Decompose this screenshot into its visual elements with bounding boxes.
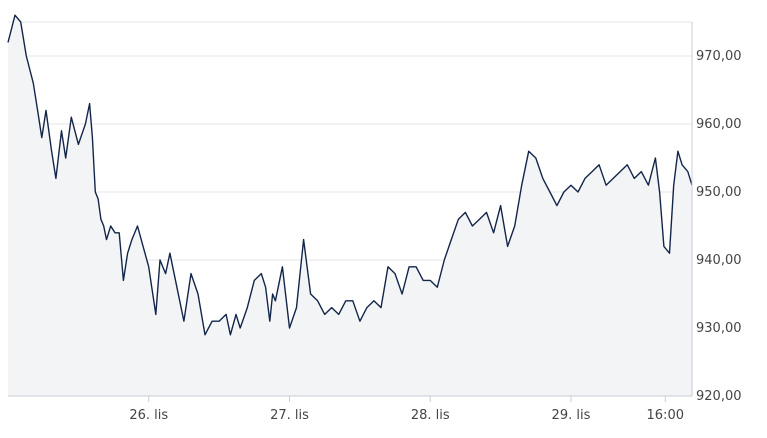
y-tick-label: 940,00 bbox=[696, 253, 742, 268]
y-tick-label: 960,00 bbox=[696, 117, 742, 132]
x-tick-label: 16:00 bbox=[647, 408, 684, 423]
series-line bbox=[7, 14, 693, 336]
series-area bbox=[8, 15, 692, 396]
y-tick-label: 950,00 bbox=[696, 185, 742, 200]
x-tick-label: 29. lis bbox=[552, 408, 591, 423]
x-tick-label: 27. lis bbox=[270, 408, 309, 423]
x-tick-label: 28. lis bbox=[411, 408, 450, 423]
y-tick-label: 920,00 bbox=[696, 389, 742, 404]
y-axis-tick-labels: 920,00 930,00 940,00 950,00 960,00 970,00 bbox=[696, 49, 742, 404]
x-tick-label: 26. lis bbox=[129, 408, 168, 423]
y-tick-label: 970,00 bbox=[696, 49, 742, 64]
y-tick-label: 930,00 bbox=[696, 321, 742, 336]
x-axis-tick-labels: 26. lis 27. lis 28. lis 29. lis 16:00 bbox=[129, 396, 684, 423]
